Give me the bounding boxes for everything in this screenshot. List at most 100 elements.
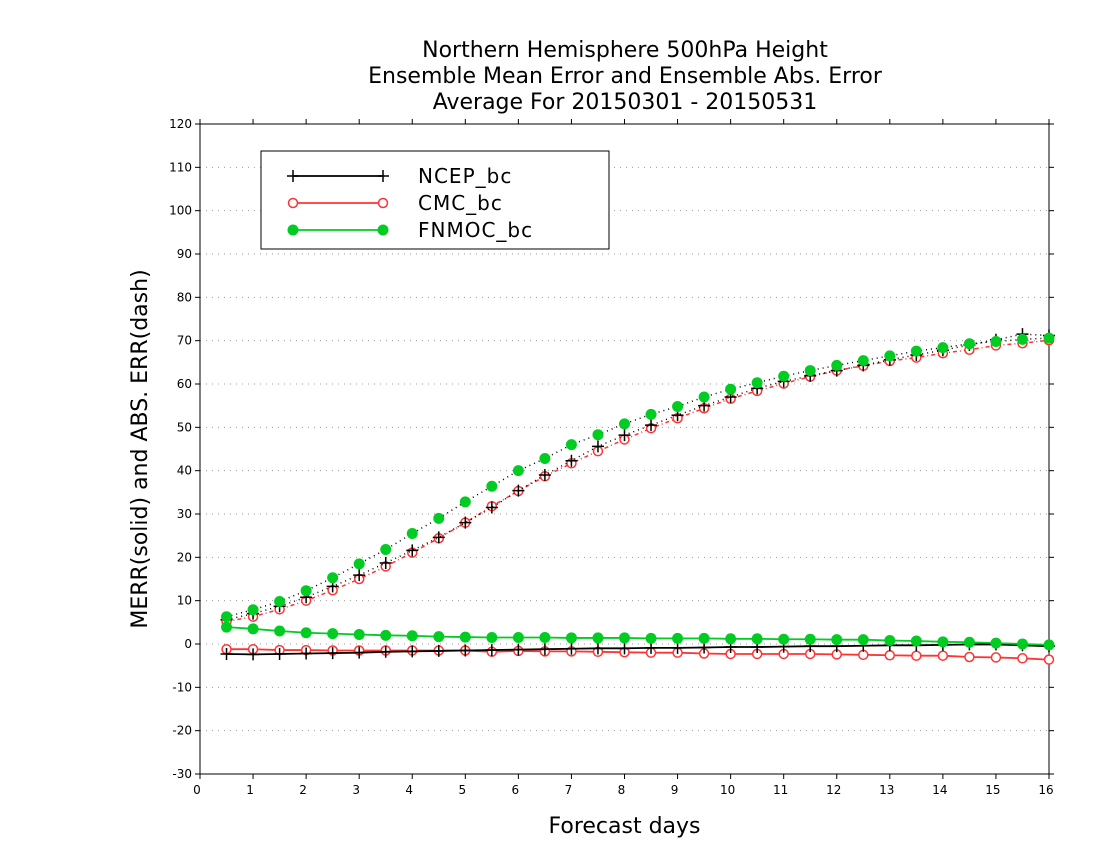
fnmoc-bc-merr-line — [226, 626, 1050, 646]
fnmoc-bc-abs-err-point — [672, 401, 684, 413]
y-tick-label: 10 — [177, 594, 192, 608]
legend-marker-ncep-bc — [287, 170, 299, 182]
fnmoc-bc-merr-point — [300, 627, 312, 639]
cmc-bc-merr-point — [1017, 653, 1028, 664]
fnmoc-bc-abs-err-point — [1043, 332, 1055, 344]
fnmoc-bc-abs-err-point — [751, 377, 763, 389]
fnmoc-bc-abs-err-point — [645, 408, 657, 420]
fnmoc-bc-merr-point — [327, 628, 339, 640]
y-tick-label: 60 — [177, 377, 192, 391]
fnmoc-bc-merr-point — [380, 629, 392, 641]
cmc-bc-merr-point — [1043, 654, 1055, 665]
fnmoc-bc-merr-point — [698, 632, 710, 644]
fnmoc-bc-abs-err-point — [512, 465, 524, 477]
ncep-bc-abs-err-point — [406, 544, 419, 557]
y-tick-label: -30 — [172, 767, 192, 781]
fnmoc-bc-abs-err-point — [963, 338, 975, 350]
fnmoc-bc-merr-point — [672, 632, 684, 644]
fnmoc-bc-abs-err-point — [592, 429, 604, 441]
x-tick-label: 0 — [193, 783, 201, 797]
ncep-bc-abs-err-point — [538, 469, 551, 481]
x-tick-label: 6 — [512, 783, 520, 797]
fnmoc-bc-abs-err-point — [1016, 333, 1028, 345]
fnmoc-bc-merr-point — [937, 636, 949, 648]
y-tick-label: -10 — [172, 680, 192, 694]
ncep-bc-merr-point — [459, 644, 472, 657]
fnmoc-bc-merr-point — [831, 634, 843, 646]
fnmoc-bc-merr-point — [459, 631, 471, 643]
chart-title-line-3: Average For 20150301 - 20150531 — [432, 90, 818, 115]
ncep-bc-merr-point — [512, 643, 525, 656]
ncep-bc-abs-err-point — [591, 440, 604, 453]
x-tick-label: 1 — [246, 783, 254, 797]
fnmoc-bc-abs-err-point — [831, 359, 843, 371]
y-tick-label: 110 — [169, 160, 192, 174]
x-tick-label: 2 — [299, 783, 307, 797]
x-tick-label: 9 — [671, 783, 679, 797]
fnmoc-bc-merr-point — [645, 632, 657, 644]
ncep-bc-merr-point — [591, 642, 604, 655]
ncep-bc-abs-err-point — [565, 454, 578, 467]
fnmoc-bc-merr-point — [1043, 639, 1055, 651]
fnmoc-bc-merr-point — [751, 633, 763, 645]
x-tick-label: 5 — [458, 783, 466, 797]
fnmoc-bc-merr-point — [1016, 638, 1028, 650]
ncep-bc-abs-err-point — [512, 484, 525, 497]
fnmoc-bc-merr-point — [804, 633, 816, 645]
legend-marker-fnmoc-bc — [377, 224, 389, 236]
fnmoc-bc-abs-err-point — [698, 391, 710, 403]
ncep-bc-abs-err-point — [432, 531, 445, 544]
fnmoc-bc-merr-point — [433, 631, 445, 643]
fnmoc-bc-abs-err-point — [406, 528, 418, 539]
y-tick-label: 120 — [169, 117, 192, 131]
fnmoc-bc-merr-point — [565, 632, 577, 644]
fnmoc-bc-merr-point — [486, 632, 498, 643]
ncep-bc-abs-err-point — [459, 516, 472, 529]
x-tick-label: 10 — [720, 783, 735, 797]
ncep-bc-merr-point — [485, 644, 498, 657]
fnmoc-bc-abs-err-point — [937, 342, 949, 354]
legend-marker-cmc-bc — [287, 197, 299, 209]
ncep-bc-merr-point — [618, 642, 631, 655]
fnmoc-bc-merr-point — [910, 635, 922, 647]
ncep-bc-merr-point — [300, 647, 313, 660]
cmc-bc-merr-line — [226, 648, 1050, 661]
ncep-bc-merr-point — [273, 647, 286, 660]
legend-box — [260, 150, 610, 250]
ncep-bc-merr-point — [379, 645, 392, 658]
fnmoc-bc-abs-err-point — [221, 611, 233, 623]
fnmoc-bc-merr-point — [990, 637, 1002, 649]
cmc-bc-merr-point — [964, 651, 975, 663]
x-tick-label: 4 — [405, 783, 413, 797]
y-axis-title: MERR(solid) and ABS. ERR(dash) — [128, 269, 153, 628]
y-tick-label: 30 — [177, 507, 192, 521]
fnmoc-bc-abs-err-point — [300, 585, 312, 597]
fnmoc-bc-merr-point — [221, 621, 233, 633]
ncep-bc-merr-point — [247, 648, 260, 661]
x-axis-title: Forecast days — [548, 814, 700, 839]
fnmoc-bc-abs-err-point — [884, 350, 896, 362]
ncep-bc-abs-err-point — [379, 556, 392, 569]
fnmoc-bc-abs-err-point — [433, 512, 445, 524]
x-tick-label: 8 — [618, 783, 626, 797]
ncep-bc-merr-point — [538, 643, 551, 656]
ncep-bc-abs-err-point — [353, 569, 366, 582]
fnmoc-bc-abs-err-point — [539, 453, 551, 465]
cmc-bc-merr-point — [911, 650, 922, 661]
y-tick-label: 40 — [177, 464, 192, 478]
fnmoc-bc-abs-err-point — [274, 596, 286, 608]
fnmoc-bc-abs-err-point — [910, 345, 922, 357]
fnmoc-bc-abs-err-point — [778, 370, 790, 382]
fnmoc-bc-merr-point — [619, 632, 630, 644]
fnmoc-bc-abs-err-point — [380, 544, 392, 556]
chart-title-line-2: Ensemble Mean Error and Ensemble Abs. Er… — [368, 64, 882, 89]
fnmoc-bc-merr-point — [406, 630, 418, 642]
legend-marker-fnmoc-bc — [287, 224, 299, 236]
ncep-bc-merr-point — [565, 642, 578, 655]
legend-label-ncep-bc: NCEP_bc — [418, 164, 512, 188]
cmc-bc-merr-point — [884, 650, 896, 661]
fnmoc-bc-abs-err-point — [353, 558, 365, 570]
ncep-bc-merr-point — [353, 646, 366, 659]
fnmoc-bc-abs-err-point — [565, 439, 577, 451]
